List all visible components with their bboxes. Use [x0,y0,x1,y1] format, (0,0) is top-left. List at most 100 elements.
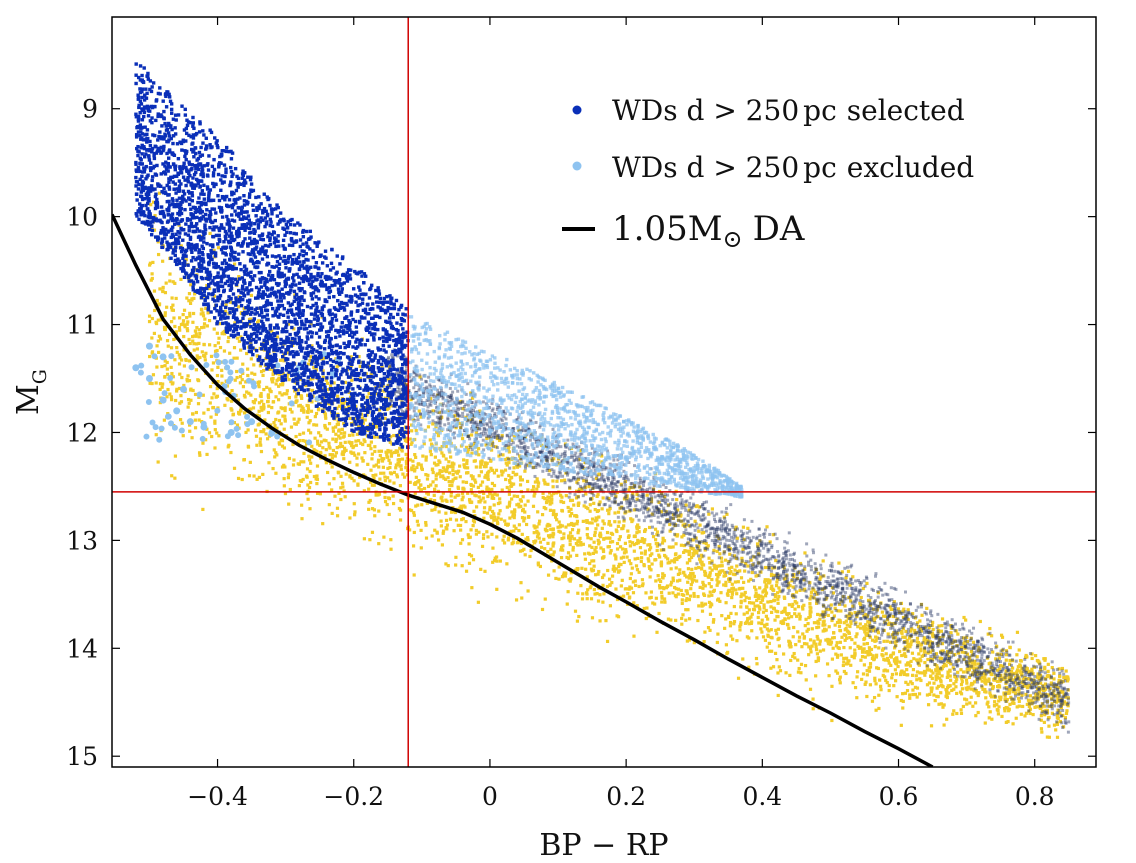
point-all-wds [326,381,330,385]
point-all-wds-dense [993,694,997,698]
point-all-wds [311,377,315,381]
point-all-wds [157,350,161,354]
point-all-wds [1008,662,1012,666]
point-all-wds [575,522,579,526]
point-all-wds [588,521,592,525]
point-all-wds [832,631,836,635]
point-all-wds-dense [753,555,757,559]
point-all-wds [1007,691,1012,695]
point-all-wds [275,378,279,382]
point-all-wds [814,674,818,678]
point-all-wds-dense [614,489,618,493]
point-all-wds [875,608,879,612]
point-all-wds [342,489,346,493]
point-all-wds [755,598,759,603]
point-all-wds [767,629,771,633]
point-all-wds [983,676,987,680]
point-all-wds [471,477,475,481]
point-all-wds-dense [662,506,666,510]
point-all-wds-dense [667,510,671,514]
point-all-wds [381,465,385,469]
point-all-wds-dense [910,633,914,637]
point-all-wds-dense [533,453,537,457]
point-all-wds [473,493,477,497]
point-all-wds [248,407,252,412]
point-all-wds [673,557,677,561]
point-all-wds [899,630,903,634]
point-all-wds [898,660,902,664]
point-all-wds [662,587,666,591]
point-all-wds [441,474,445,478]
point-all-wds-dense [970,673,974,677]
point-all-wds [639,559,643,564]
point-all-wds [752,555,756,559]
point-all-wds [196,378,200,382]
point-all-wds [885,669,890,673]
point-all-wds-dense [849,595,853,599]
point-all-wds-dense [764,557,768,561]
point-all-wds [663,600,667,604]
point-all-wds [454,518,459,522]
point-all-wds [158,287,162,291]
point-all-wds-dense [936,630,940,634]
point-all-wds [305,491,309,496]
point-all-wds [552,457,556,461]
point-all-wds [378,477,382,481]
point-all-wds [908,664,912,668]
point-all-wds [870,638,875,642]
point-all-wds [910,627,914,631]
point-all-wds [965,698,969,702]
point-all-wds [306,483,310,487]
point-all-wds [1033,705,1037,709]
point-all-wds [730,590,735,594]
point-all-wds-dense [707,533,711,537]
point-all-wds [239,335,243,339]
point-all-wds [517,523,522,527]
point-all-wds [277,441,281,445]
point-all-wds [776,615,780,619]
point-all-wds-dense [770,555,774,559]
point-all-wds [674,533,678,537]
point-all-wds [588,544,592,548]
point-all-wds [566,505,570,510]
point-all-wds-dense [609,481,613,485]
point-all-wds [1010,659,1015,663]
point-all-wds [688,594,693,598]
point-all-wds [576,531,580,535]
point-all-wds-dense [642,496,646,500]
point-all-wds [435,472,439,476]
point-all-wds [321,369,325,373]
point-all-wds [895,695,899,699]
point-all-wds [259,443,263,447]
point-all-wds [515,465,520,469]
point-all-wds-dense [762,542,766,546]
point-all-wds [722,515,726,519]
point-all-wds [801,632,805,636]
point-all-wds [570,511,574,516]
point-all-wds-dense [390,353,394,357]
point-all-wds [584,505,588,509]
point-all-wds [169,320,174,324]
point-all-wds [343,440,347,444]
point-all-wds [372,476,376,481]
point-all-wds [961,704,965,709]
point-all-wds [495,587,499,591]
point-all-wds [230,388,234,393]
point-all-wds [212,294,217,298]
point-all-wds [742,593,746,597]
point-all-wds [373,425,377,429]
point-all-wds [906,608,910,612]
point-all-wds [595,494,599,498]
point-all-wds [690,577,694,581]
point-all-wds-dense [1030,678,1034,682]
point-all-wds-dense [897,639,901,643]
point-all-wds [971,704,975,708]
point-all-wds [971,671,975,675]
point-all-wds [416,462,420,466]
point-all-wds-dense [652,508,656,512]
point-all-wds [908,645,912,649]
point-all-wds [876,631,881,635]
point-all-wds [959,675,963,679]
point-all-wds [213,428,217,432]
point-all-wds [798,561,803,566]
